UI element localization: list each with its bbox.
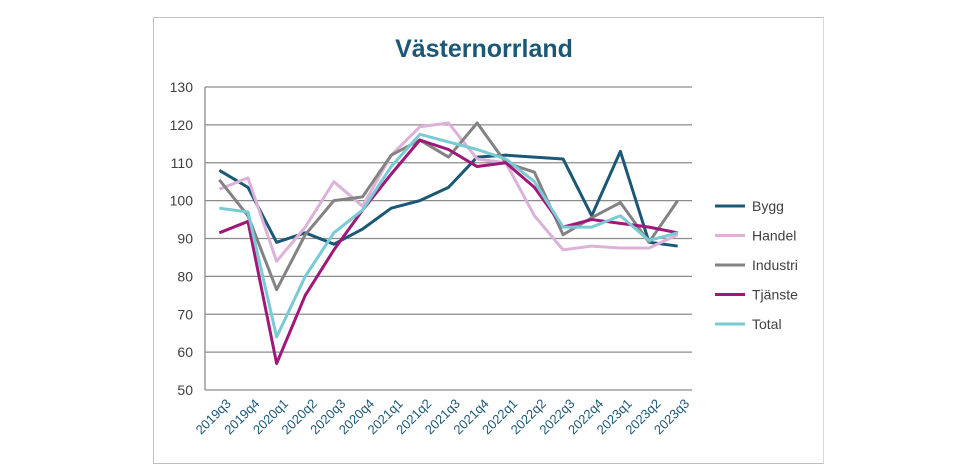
legend-label: Tjänste — [752, 287, 798, 303]
series-line-total — [219, 132, 679, 339]
legend-label: Bygg — [752, 198, 784, 214]
legend-label: Total — [752, 316, 782, 332]
y-tick-label: 100 — [170, 193, 194, 209]
y-tick-label: 130 — [170, 79, 194, 95]
series-line-tjänste — [218, 138, 678, 365]
legend-label: Handel — [752, 228, 796, 244]
legend-label: Industri — [752, 257, 798, 273]
y-tick-label: 70 — [177, 306, 193, 322]
chart-title: Västernorrland — [395, 35, 573, 63]
series-line-industri — [218, 121, 679, 292]
y-tick-label: 110 — [171, 155, 194, 171]
series-line-handel — [218, 121, 679, 263]
y-tick-label: 50 — [177, 382, 193, 398]
y-tick-label: 80 — [177, 268, 193, 284]
series-line-bygg — [218, 149, 678, 248]
chart-frame — [153, 17, 824, 464]
y-tick-label: 60 — [177, 344, 193, 360]
y-tick-label: 90 — [177, 231, 193, 247]
y-tick-label: 120 — [170, 117, 194, 133]
